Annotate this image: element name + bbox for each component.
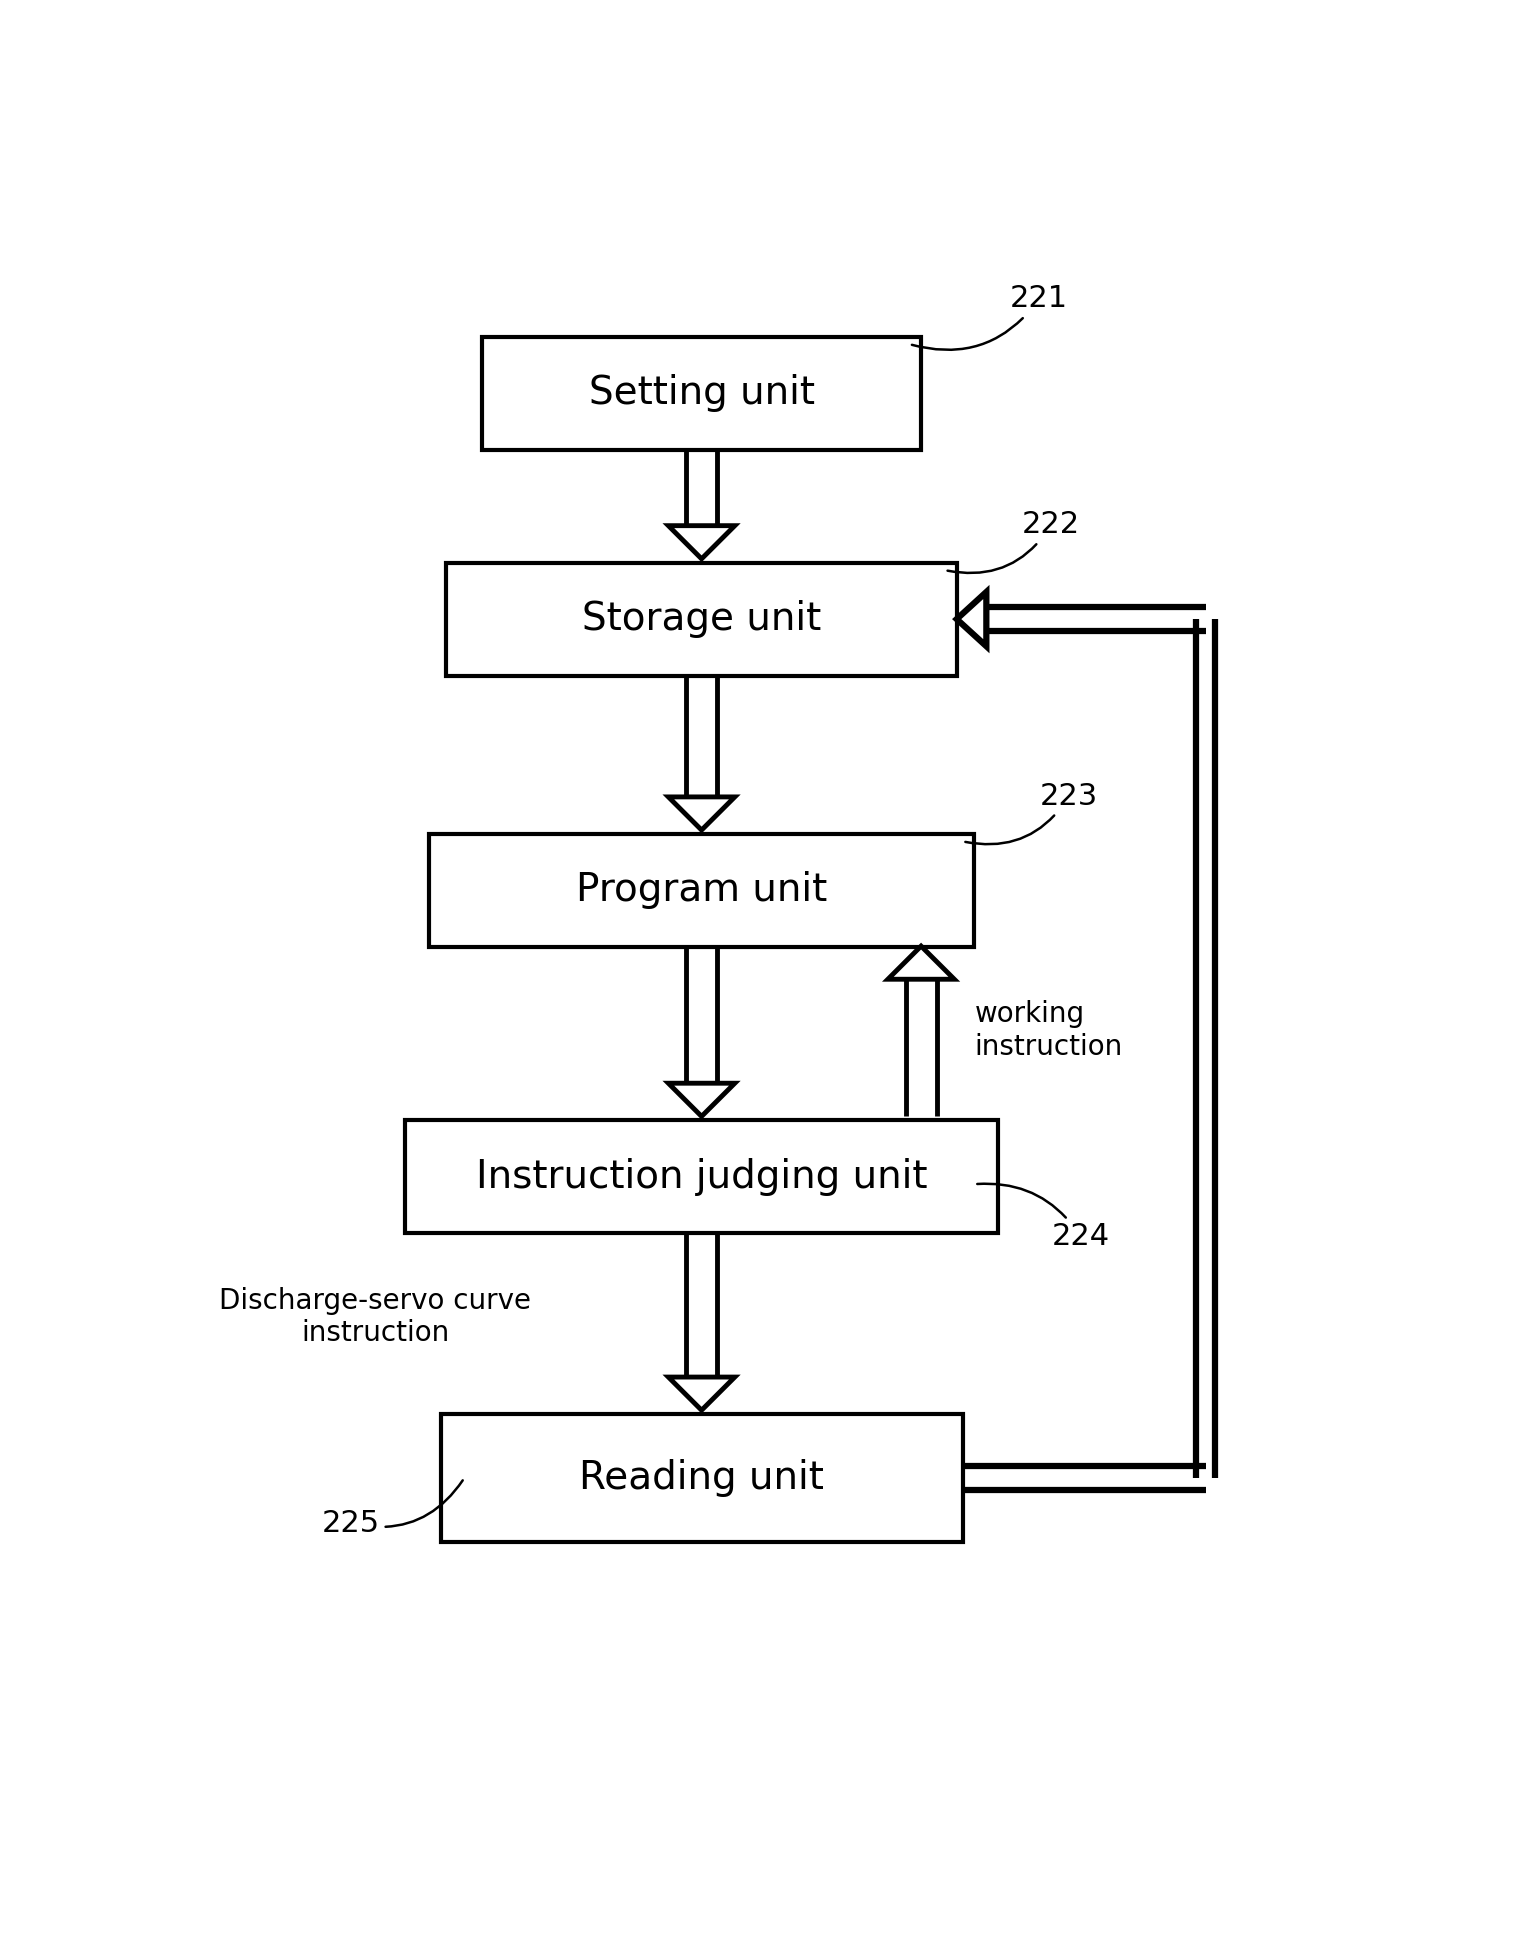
Bar <box>441 1415 963 1542</box>
Text: Reading unit: Reading unit <box>579 1460 824 1497</box>
Polygon shape <box>669 526 735 560</box>
Text: Instruction judging unit: Instruction judging unit <box>476 1159 928 1196</box>
Polygon shape <box>888 945 954 978</box>
Bar <box>404 1119 998 1233</box>
Polygon shape <box>957 591 986 646</box>
Text: Program unit: Program unit <box>576 871 827 910</box>
Text: 223: 223 <box>966 781 1098 843</box>
Text: 222: 222 <box>948 511 1079 573</box>
Text: 225: 225 <box>322 1479 462 1538</box>
Polygon shape <box>669 1084 735 1115</box>
Bar <box>482 337 922 450</box>
Text: 224: 224 <box>977 1184 1110 1251</box>
Text: Storage unit: Storage unit <box>582 601 821 638</box>
Text: working
instruction: working instruction <box>975 1000 1122 1061</box>
Text: Setting unit: Setting unit <box>588 374 814 413</box>
Text: 221: 221 <box>912 284 1069 350</box>
Bar <box>429 834 975 947</box>
Text: Discharge-servo curve
instruction: Discharge-servo curve instruction <box>219 1286 531 1346</box>
Polygon shape <box>669 1378 735 1411</box>
Polygon shape <box>669 796 735 830</box>
Bar <box>447 562 957 675</box>
